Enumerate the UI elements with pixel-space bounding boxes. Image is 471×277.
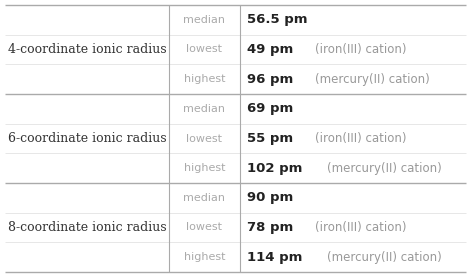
Text: 69 pm: 69 pm [247,102,293,115]
Text: lowest: lowest [187,222,222,232]
Text: median: median [183,104,226,114]
Text: 90 pm: 90 pm [247,191,293,204]
Text: 4-coordinate ionic radius: 4-coordinate ionic radius [8,43,166,56]
Text: lowest: lowest [187,45,222,55]
Text: (iron(III) cation): (iron(III) cation) [315,43,406,56]
Text: 102 pm: 102 pm [247,162,302,175]
Text: (iron(III) cation): (iron(III) cation) [315,132,406,145]
Text: median: median [183,15,226,25]
Text: 6-coordinate ionic radius: 6-coordinate ionic radius [8,132,166,145]
Text: lowest: lowest [187,134,222,143]
Text: highest: highest [184,163,225,173]
Text: 78 pm: 78 pm [247,221,293,234]
Text: 8-coordinate ionic radius: 8-coordinate ionic radius [8,221,166,234]
Text: (mercury(II) cation): (mercury(II) cation) [326,251,441,264]
Text: 55 pm: 55 pm [247,132,293,145]
Text: highest: highest [184,74,225,84]
Text: (mercury(II) cation): (mercury(II) cation) [315,73,430,86]
Text: 96 pm: 96 pm [247,73,293,86]
Text: median: median [183,193,226,203]
Text: highest: highest [184,252,225,262]
Text: 114 pm: 114 pm [247,251,302,264]
Text: 56.5 pm: 56.5 pm [247,13,308,26]
Text: (mercury(II) cation): (mercury(II) cation) [326,162,441,175]
Text: 49 pm: 49 pm [247,43,293,56]
Text: (iron(III) cation): (iron(III) cation) [315,221,406,234]
